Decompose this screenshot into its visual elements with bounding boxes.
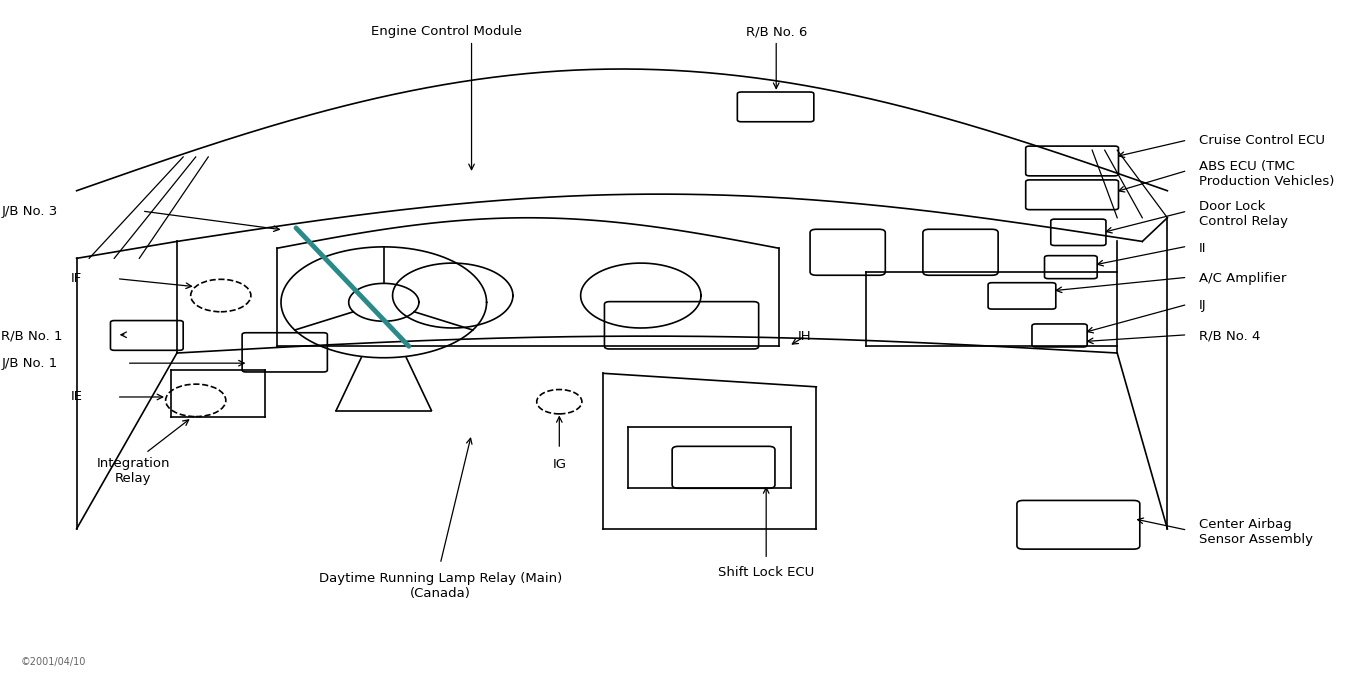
Text: Cruise Control ECU: Cruise Control ECU: [1198, 134, 1325, 147]
Text: IG: IG: [553, 458, 566, 471]
Text: IJ: IJ: [1198, 299, 1206, 312]
Text: Shift Lock ECU: Shift Lock ECU: [718, 566, 814, 579]
Text: II: II: [1198, 242, 1206, 255]
Text: R/B No. 4: R/B No. 4: [1198, 329, 1260, 343]
Text: J/B No. 1: J/B No. 1: [1, 356, 58, 369]
Text: ABS ECU (TMC
Production Vehicles): ABS ECU (TMC Production Vehicles): [1198, 160, 1334, 188]
Text: A/C Amplifier: A/C Amplifier: [1198, 272, 1286, 285]
Text: Engine Control Module: Engine Control Module: [371, 25, 522, 38]
Text: R/B No. 6: R/B No. 6: [745, 25, 807, 38]
Text: Center Airbag
Sensor Assembly: Center Airbag Sensor Assembly: [1198, 518, 1313, 546]
Text: J/B No. 3: J/B No. 3: [1, 204, 58, 217]
Text: R/B No. 1: R/B No. 1: [1, 329, 63, 343]
Text: IE: IE: [70, 390, 82, 403]
Text: IH: IH: [798, 329, 811, 343]
Text: Daytime Running Lamp Relay (Main)
(Canada): Daytime Running Lamp Relay (Main) (Canad…: [319, 572, 562, 600]
Text: Integration
Relay: Integration Relay: [97, 458, 169, 485]
Text: IF: IF: [70, 272, 82, 285]
Text: ©2001/04/10: ©2001/04/10: [20, 657, 86, 667]
Text: Door Lock
Control Relay: Door Lock Control Relay: [1198, 200, 1287, 228]
